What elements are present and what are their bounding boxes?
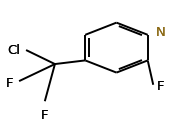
Text: F: F (41, 109, 49, 122)
Text: Cl: Cl (4, 43, 20, 58)
Text: F: F (4, 76, 13, 91)
Text: F: F (157, 80, 164, 93)
Text: F: F (157, 80, 164, 93)
Text: Cl: Cl (7, 44, 20, 57)
Text: N: N (156, 26, 168, 41)
Text: Cl: Cl (7, 44, 20, 57)
Text: N: N (156, 27, 166, 39)
Text: F: F (40, 109, 49, 124)
Text: N: N (156, 27, 166, 39)
Text: F: F (6, 77, 13, 90)
Text: F: F (6, 77, 13, 90)
Text: F: F (41, 109, 49, 122)
Text: F: F (157, 79, 166, 94)
